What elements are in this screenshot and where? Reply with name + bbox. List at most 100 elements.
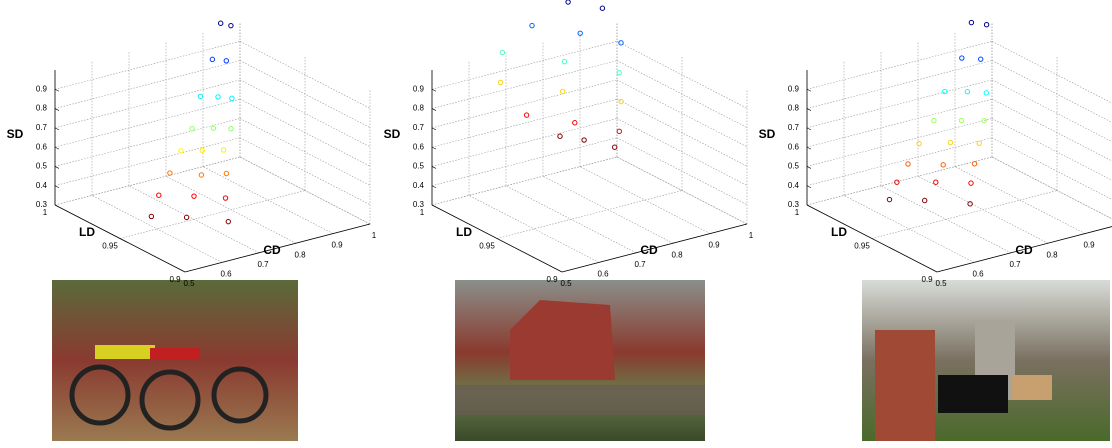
point bbox=[572, 120, 578, 126]
z-tick-label: 0.9 bbox=[788, 84, 800, 93]
y-tick-label: 0.9 bbox=[169, 275, 181, 284]
grid-line bbox=[54, 98, 241, 148]
z-axis-label: SD bbox=[384, 127, 401, 141]
y-tick-label: 0.95 bbox=[479, 242, 495, 251]
z-tick-label: 0.3 bbox=[788, 200, 800, 209]
y-axis-label: LD bbox=[456, 225, 472, 239]
point bbox=[981, 117, 987, 124]
z-tick-label: 0.5 bbox=[788, 162, 800, 171]
point bbox=[167, 170, 173, 176]
point bbox=[523, 112, 530, 118]
z-tick-label: 0.3 bbox=[413, 200, 425, 209]
grid-line bbox=[431, 60, 618, 109]
point bbox=[978, 56, 984, 62]
point bbox=[189, 126, 195, 132]
x-tick-label: 1 bbox=[749, 231, 754, 240]
grid-line bbox=[91, 195, 223, 263]
x-tick-label: 0.8 bbox=[671, 250, 683, 259]
z-tick bbox=[431, 185, 437, 188]
grid-line bbox=[431, 137, 618, 187]
point bbox=[218, 20, 224, 26]
point bbox=[499, 49, 506, 56]
grid-line bbox=[806, 137, 993, 187]
x-axis-label: CD bbox=[1015, 243, 1033, 257]
point bbox=[148, 213, 155, 220]
z-tick-label: 0.6 bbox=[788, 142, 800, 151]
point bbox=[959, 55, 965, 61]
point bbox=[577, 30, 583, 36]
z-tick bbox=[54, 127, 60, 131]
z-tick bbox=[54, 146, 60, 150]
point bbox=[942, 88, 948, 95]
grid-line bbox=[991, 118, 1112, 181]
point bbox=[964, 89, 971, 95]
axis-line bbox=[806, 204, 938, 273]
y-tick-label: 1 bbox=[43, 208, 48, 217]
point bbox=[215, 94, 221, 100]
grid-line bbox=[431, 40, 618, 90]
grid-line bbox=[991, 79, 1112, 143]
point bbox=[222, 195, 229, 201]
z-tick bbox=[431, 146, 437, 150]
x-tick-label: 0.5 bbox=[935, 279, 947, 288]
grid-line bbox=[202, 166, 334, 234]
point bbox=[616, 128, 622, 135]
grid-line bbox=[54, 60, 241, 109]
grid-line bbox=[54, 156, 241, 206]
x-tick-label: 0.5 bbox=[183, 279, 195, 288]
grid-line bbox=[579, 166, 711, 234]
z-tick-label: 0.7 bbox=[36, 123, 48, 132]
point bbox=[229, 95, 235, 102]
point bbox=[191, 193, 197, 199]
grid-line bbox=[843, 195, 975, 263]
photo-cemetery bbox=[862, 280, 1110, 441]
point bbox=[894, 179, 900, 185]
axis-line bbox=[936, 226, 1112, 273]
point bbox=[947, 139, 954, 146]
point bbox=[210, 125, 217, 131]
x-axis-label: CD bbox=[263, 243, 281, 257]
grid-line bbox=[806, 156, 993, 206]
grid-line bbox=[496, 190, 683, 239]
y-tick-label: 0.95 bbox=[854, 242, 870, 251]
point bbox=[223, 58, 230, 64]
grid-line bbox=[871, 190, 1058, 239]
point bbox=[225, 218, 232, 225]
point bbox=[940, 162, 946, 168]
z-tick-label: 0.9 bbox=[36, 84, 48, 93]
grid-line bbox=[616, 79, 748, 148]
x-tick-label: 0.8 bbox=[1046, 250, 1058, 259]
point bbox=[223, 170, 230, 177]
point bbox=[971, 161, 978, 167]
point bbox=[983, 90, 989, 96]
z-tick bbox=[431, 166, 437, 169]
z-tick-label: 0.9 bbox=[413, 84, 425, 93]
point bbox=[618, 98, 624, 105]
point bbox=[886, 196, 893, 203]
x-tick-label: 0.6 bbox=[220, 270, 232, 279]
point bbox=[968, 180, 974, 186]
point bbox=[156, 192, 162, 198]
z-tick bbox=[806, 108, 812, 111]
z-tick bbox=[806, 89, 812, 92]
z-tick-label: 0.7 bbox=[788, 123, 800, 132]
grid-line bbox=[806, 60, 993, 109]
grid-line bbox=[431, 79, 618, 129]
x-tick-label: 0.6 bbox=[972, 270, 984, 279]
y-tick-label: 1 bbox=[420, 208, 425, 217]
point bbox=[209, 56, 216, 63]
z-tick-label: 0.8 bbox=[413, 104, 425, 113]
z-tick bbox=[806, 166, 812, 169]
grid-line bbox=[239, 79, 371, 148]
z-tick-label: 0.5 bbox=[413, 162, 425, 171]
point bbox=[529, 22, 535, 29]
photo-barn bbox=[455, 280, 705, 441]
y-tick-label: 0.9 bbox=[921, 275, 933, 284]
y-tick-label: 0.95 bbox=[102, 242, 118, 251]
y-axis-label: LD bbox=[79, 225, 95, 239]
z-tick-label: 0.6 bbox=[36, 142, 48, 151]
z-tick-label: 0.4 bbox=[413, 181, 425, 190]
grid-line bbox=[119, 190, 306, 239]
x-tick-label: 0.7 bbox=[257, 260, 269, 269]
